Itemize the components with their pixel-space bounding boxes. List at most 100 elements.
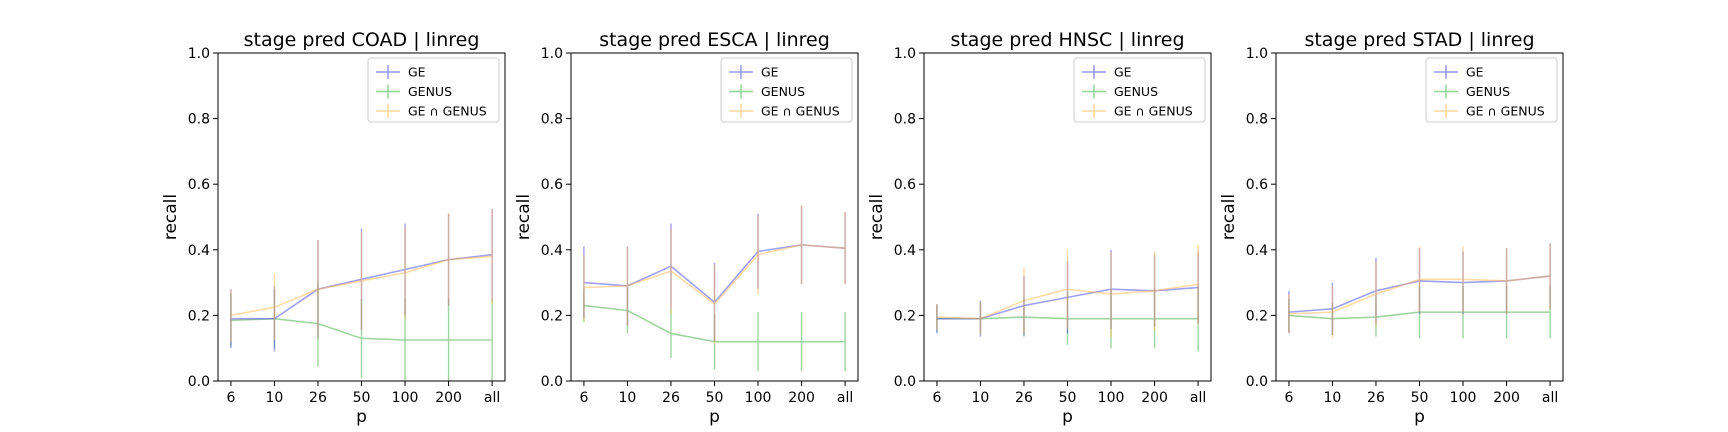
data-point bbox=[1197, 283, 1199, 286]
y-tick-label: 0.0 bbox=[541, 374, 563, 390]
y-axis-label: recall bbox=[867, 194, 887, 240]
x-tick-label: 6 bbox=[226, 390, 235, 406]
x-tick-label: 100 bbox=[745, 390, 772, 406]
y-tick-label: 1.0 bbox=[894, 46, 916, 62]
x-tick-label: 10 bbox=[972, 390, 990, 406]
x-tick-label: 26 bbox=[309, 390, 327, 406]
y-tick-label: 0.0 bbox=[188, 374, 210, 390]
y-tick-label: 1.0 bbox=[541, 46, 563, 62]
x-tick-label: 6 bbox=[579, 390, 588, 406]
x-tick-label: 200 bbox=[435, 390, 462, 406]
plot-frame bbox=[570, 52, 859, 382]
data-point bbox=[1331, 311, 1334, 313]
legend: GE GENUS GE ∩ GENUS bbox=[367, 57, 500, 123]
x-tick-label: all bbox=[837, 390, 853, 406]
y-tick-label: 0.2 bbox=[188, 308, 210, 324]
x-tick-label: 200 bbox=[1493, 390, 1520, 406]
x-tick-label: 6 bbox=[932, 390, 941, 406]
legend-label: GE ∩ GENUS bbox=[1114, 104, 1193, 119]
legend-swatch bbox=[376, 65, 400, 79]
data-point bbox=[936, 316, 938, 318]
y-tick-label: 0.8 bbox=[188, 112, 210, 128]
data-point bbox=[447, 339, 450, 341]
data-point bbox=[844, 340, 846, 343]
plot-frame bbox=[923, 52, 1212, 382]
legend-swatch bbox=[1434, 84, 1458, 99]
y-axis-label: recall bbox=[161, 194, 181, 240]
x-tick-label: all bbox=[484, 390, 500, 406]
x-tick-label: 10 bbox=[1324, 390, 1342, 406]
y-tick-label: 0.2 bbox=[541, 308, 563, 324]
data-point bbox=[447, 258, 450, 261]
data-point bbox=[1110, 293, 1112, 295]
y-tick-label: 0.8 bbox=[541, 112, 563, 128]
data-point bbox=[230, 314, 232, 317]
data-point bbox=[757, 253, 759, 256]
data-point bbox=[1549, 275, 1551, 277]
x-axis-label: p bbox=[356, 407, 367, 427]
x-tick-label: 10 bbox=[266, 390, 284, 406]
legend-swatch bbox=[376, 84, 400, 99]
data-point bbox=[360, 280, 363, 282]
y-tick-label: 0.8 bbox=[1246, 112, 1268, 128]
chart-panel-2: stage pred HNSC | linreg 0.0 0.2 0.4 0.6 0.8 1… bbox=[867, 29, 1212, 427]
legend-box bbox=[367, 57, 500, 123]
x-tick-label: 10 bbox=[619, 390, 637, 406]
chart-title: stage pred COAD | linreg bbox=[244, 29, 480, 51]
chart-panel-1: stage pred ESCA | linreg 0.0 0.2 0.4 0.6 0.8 1… bbox=[514, 29, 859, 427]
legend-label: GE ∩ GENUS bbox=[408, 104, 487, 119]
x-axis-label: p bbox=[1062, 407, 1073, 427]
y-tick-label: 0.4 bbox=[1246, 243, 1268, 259]
y-tick-label: 0.4 bbox=[894, 243, 916, 259]
legend: GE GENUS GE ∩ GENUS bbox=[1425, 57, 1558, 123]
legend-swatch bbox=[729, 65, 753, 79]
data-point bbox=[713, 303, 716, 305]
x-tick-label: 100 bbox=[1098, 390, 1125, 406]
y-tick-label: 0.6 bbox=[1246, 177, 1268, 193]
legend-label: GENUS bbox=[761, 84, 805, 99]
x-tick-label: 100 bbox=[392, 390, 419, 406]
data-point bbox=[844, 247, 846, 249]
x-tick-label: all bbox=[1542, 390, 1558, 406]
series-2 bbox=[1288, 243, 1551, 339]
series-2 bbox=[936, 244, 1199, 337]
legend-label: GE bbox=[408, 65, 426, 80]
legend-label: GE ∩ GENUS bbox=[761, 104, 840, 119]
chart-title: stage pred STAD | linreg bbox=[1304, 29, 1534, 51]
legend-swatch bbox=[1082, 104, 1106, 118]
data-point bbox=[979, 317, 982, 320]
data-point bbox=[1153, 290, 1156, 292]
y-axis-label: recall bbox=[514, 194, 534, 240]
y-tick-label: 0.2 bbox=[894, 308, 916, 324]
x-tick-label: all bbox=[1190, 390, 1206, 406]
y-tick-label: 1.0 bbox=[1246, 46, 1268, 62]
chart-panel-0: stage pred COAD | linreg 0.0 0.2 0.4 0.6 0.8 1… bbox=[161, 29, 506, 427]
legend-swatch bbox=[1434, 104, 1458, 118]
data-point bbox=[670, 270, 672, 272]
data-point bbox=[404, 271, 406, 274]
plot-frame bbox=[217, 52, 506, 382]
x-axis-label: p bbox=[1414, 407, 1425, 427]
legend: GE GENUS GE ∩ GENUS bbox=[720, 57, 853, 123]
x-tick-label: 50 bbox=[706, 390, 724, 406]
legend: GE GENUS GE ∩ GENUS bbox=[1073, 57, 1206, 123]
data-point bbox=[404, 339, 406, 341]
y-tick-label: 0.6 bbox=[188, 177, 210, 193]
series-2 bbox=[583, 205, 846, 344]
y-tick-label: 0.4 bbox=[188, 243, 210, 259]
x-tick-label: 100 bbox=[1450, 390, 1477, 406]
x-tick-label: 26 bbox=[1015, 390, 1033, 406]
series-2 bbox=[230, 208, 493, 342]
y-tick-label: 0.0 bbox=[894, 374, 916, 390]
y-tick-label: 0.4 bbox=[541, 243, 563, 259]
x-tick-label: 50 bbox=[353, 390, 371, 406]
y-tick-label: 1.0 bbox=[188, 46, 210, 62]
legend-label: GE bbox=[761, 65, 779, 80]
legend-box bbox=[1073, 57, 1206, 123]
x-axis-label: p bbox=[709, 407, 720, 427]
x-tick-label: 200 bbox=[1141, 390, 1168, 406]
data-point bbox=[626, 285, 629, 287]
y-tick-label: 0.6 bbox=[894, 177, 916, 193]
x-tick-label: 50 bbox=[1411, 390, 1429, 406]
